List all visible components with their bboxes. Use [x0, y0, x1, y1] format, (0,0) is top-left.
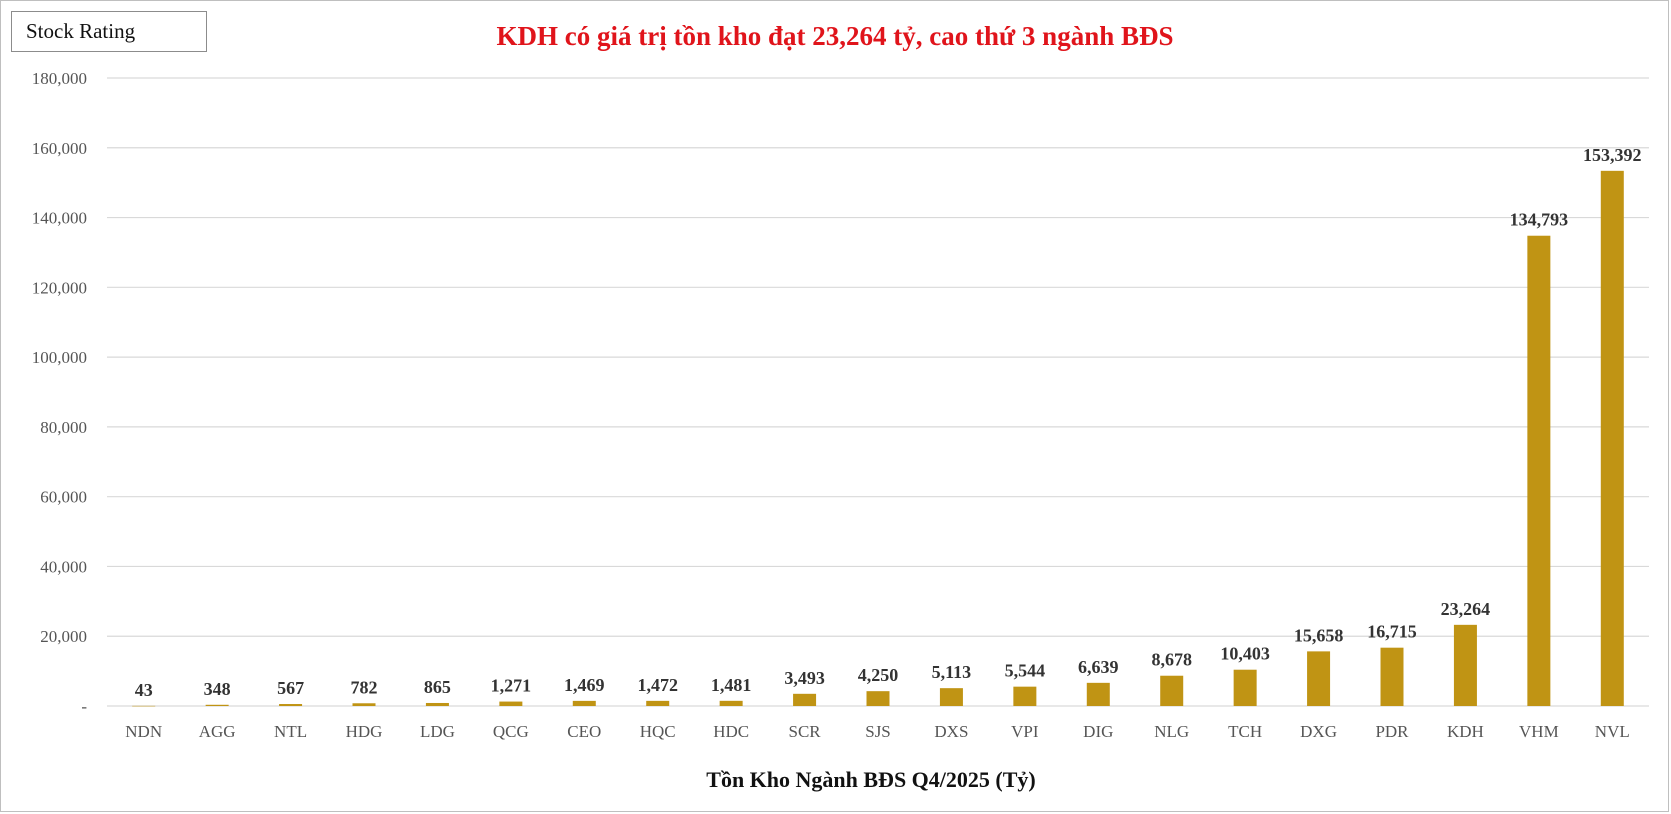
data-label-ndn: 43: [135, 680, 153, 700]
x-tick-label: NDN: [125, 722, 162, 741]
data-label-vhm: 134,793: [1510, 210, 1569, 230]
data-label-hdc: 1,481: [711, 675, 752, 695]
x-tick-label: HQC: [640, 722, 676, 741]
data-label-scr: 3,493: [784, 668, 825, 688]
data-label-sjs: 4,250: [858, 665, 899, 685]
bar-hdc: [719, 700, 743, 706]
bar-qcg: [499, 701, 523, 706]
bar-dxs: [939, 688, 963, 706]
bar-ldg: [425, 702, 449, 706]
y-tick-label: 100,000: [32, 348, 87, 367]
data-label-vpi: 5,544: [1005, 661, 1046, 681]
x-tick-label: DXS: [934, 722, 968, 741]
data-label-tch: 10,403: [1220, 644, 1270, 664]
bar-ceo: [572, 700, 596, 706]
x-tick-label: DIG: [1083, 722, 1113, 741]
bar-ndn: [132, 705, 156, 707]
data-label-pdr: 16,715: [1367, 622, 1417, 642]
bar-nvl: [1600, 170, 1624, 707]
y-tick-label: 160,000: [32, 139, 87, 158]
bar-scr: [793, 693, 817, 706]
bar-vhm: [1527, 235, 1551, 706]
bar-sjs: [866, 691, 890, 706]
x-tick-label: VPI: [1011, 722, 1039, 741]
x-tick-label: DXG: [1300, 722, 1337, 741]
x-tick-label: LDG: [420, 722, 455, 741]
x-tick-label: AGG: [199, 722, 236, 741]
y-tick-label: 140,000: [32, 209, 87, 228]
bar-hqc: [646, 700, 670, 706]
chart-title: KDH có giá trị tồn kho đạt 23,264 tỷ, ca…: [496, 21, 1173, 51]
x-tick-label: NTL: [274, 722, 307, 741]
x-tick-label: CEO: [567, 722, 601, 741]
brand-label: Stock Rating: [11, 11, 207, 52]
y-tick-label: -: [81, 697, 87, 716]
data-label-agg: 348: [204, 679, 231, 699]
bar-ntl: [279, 704, 303, 706]
bar-vpi: [1013, 686, 1037, 706]
data-label-kdh: 23,264: [1441, 599, 1491, 619]
y-tick-label: 20,000: [40, 627, 87, 646]
x-axis-label: Tồn Kho Ngành BĐS Q4/2025 (Tỷ): [706, 767, 1035, 792]
x-tick-label: NLG: [1154, 722, 1189, 741]
data-label-ceo: 1,469: [564, 675, 605, 695]
gridlines: [107, 77, 1649, 707]
x-tick-label: VHM: [1519, 722, 1559, 741]
y-axis-ticks: - 20,000 40,000 60,000 80,000 100,000 120,000 1…: [32, 69, 88, 716]
data-label-ldg: 865: [424, 677, 451, 697]
bar-pdr: [1380, 647, 1404, 706]
bar-hdg: [352, 703, 376, 706]
x-tick-label: PDR: [1375, 722, 1409, 741]
x-tick-label: QCG: [493, 722, 529, 741]
y-tick-label: 80,000: [40, 418, 87, 437]
data-label-dxs: 5,113: [932, 662, 972, 682]
data-labels: 43 348 567 782 865 1,271 1,469 1,472 1,481 3,493 4…: [135, 145, 1642, 700]
x-tick-label: SCR: [789, 722, 822, 741]
x-tick-label: HDG: [346, 722, 383, 741]
x-tick-label: NVL: [1595, 722, 1630, 741]
bars: [132, 170, 1624, 707]
x-tick-label: SJS: [865, 722, 891, 741]
data-label-hqc: 1,472: [637, 675, 678, 695]
x-tick-label: HDC: [713, 722, 749, 741]
data-label-nvl: 153,392: [1583, 145, 1642, 165]
x-tick-label: KDH: [1447, 722, 1484, 741]
y-tick-label: 180,000: [32, 69, 87, 88]
x-tick-label: TCH: [1228, 722, 1262, 741]
bar-kdh: [1453, 624, 1477, 706]
y-tick-label: 40,000: [40, 557, 87, 576]
bar-dig: [1086, 682, 1110, 706]
data-label-dig: 6,639: [1078, 657, 1119, 677]
data-label-hdg: 782: [351, 677, 378, 697]
y-tick-label: 120,000: [32, 278, 87, 297]
bar-nlg: [1160, 675, 1184, 706]
data-label-dxg: 15,658: [1294, 625, 1344, 645]
data-label-ntl: 567: [277, 678, 304, 698]
bar-tch: [1233, 669, 1257, 706]
x-axis-ticks: NDN AGG NTL HDG LDG QCG CEO HQC HDC SCR SJS DXS VPI D…: [125, 722, 1629, 741]
y-tick-label: 60,000: [40, 488, 87, 507]
bar-agg: [205, 704, 229, 706]
bar-dxg: [1307, 651, 1331, 706]
data-label-nlg: 8,678: [1151, 650, 1192, 670]
data-label-qcg: 1,271: [491, 676, 532, 696]
